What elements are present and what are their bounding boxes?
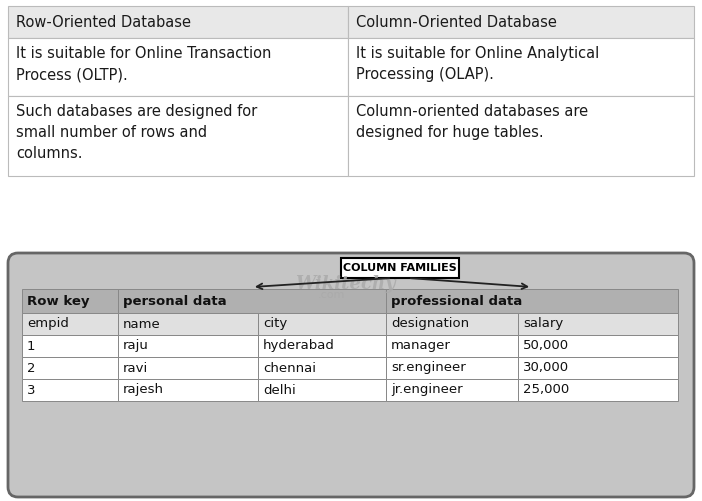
- Bar: [22, 335, 118, 357]
- Text: jr.engineer: jr.engineer: [391, 383, 463, 396]
- Text: manager: manager: [391, 340, 451, 353]
- Text: Column-oriented databases are
designed for huge tables.: Column-oriented databases are designed f…: [356, 104, 588, 140]
- Text: chennai: chennai: [263, 362, 316, 375]
- Text: 1: 1: [27, 340, 36, 353]
- Bar: [518, 379, 678, 401]
- Bar: [118, 335, 258, 357]
- Bar: [8, 96, 348, 176]
- Bar: [386, 289, 678, 313]
- Bar: [258, 335, 386, 357]
- Text: professional data: professional data: [391, 295, 522, 308]
- Bar: [22, 289, 118, 313]
- Bar: [118, 357, 258, 379]
- Text: city: city: [263, 318, 287, 331]
- Text: Such databases are designed for
small number of rows and
columns.: Such databases are designed for small nu…: [16, 104, 257, 161]
- Bar: [386, 313, 518, 335]
- Bar: [258, 379, 386, 401]
- Bar: [386, 335, 518, 357]
- Bar: [518, 335, 678, 357]
- Text: designation: designation: [391, 318, 469, 331]
- Text: delhi: delhi: [263, 383, 296, 396]
- Bar: [348, 6, 694, 38]
- Bar: [258, 313, 386, 335]
- Bar: [341, 258, 459, 278]
- Bar: [386, 379, 518, 401]
- Text: name: name: [123, 318, 161, 331]
- Bar: [518, 357, 678, 379]
- Bar: [348, 96, 694, 176]
- Text: .com: .com: [318, 290, 345, 300]
- Text: It is suitable for Online Analytical
Processing (OLAP).: It is suitable for Online Analytical Pro…: [356, 46, 600, 82]
- Text: 3: 3: [27, 383, 36, 396]
- Text: Row key: Row key: [27, 295, 89, 308]
- Text: sr.engineer: sr.engineer: [391, 362, 465, 375]
- Text: Wikitechy: Wikitechy: [295, 275, 396, 293]
- Text: Column-Oriented Database: Column-Oriented Database: [356, 15, 557, 30]
- Text: empid: empid: [27, 318, 69, 331]
- Bar: [8, 6, 348, 38]
- Bar: [258, 357, 386, 379]
- Bar: [348, 38, 694, 96]
- Bar: [22, 379, 118, 401]
- Text: raju: raju: [123, 340, 149, 353]
- FancyBboxPatch shape: [8, 253, 694, 497]
- Bar: [518, 313, 678, 335]
- Text: salary: salary: [523, 318, 563, 331]
- Text: personal data: personal data: [123, 295, 227, 308]
- Bar: [118, 313, 258, 335]
- Text: 2: 2: [27, 362, 36, 375]
- Text: rajesh: rajesh: [123, 383, 164, 396]
- Text: 25,000: 25,000: [523, 383, 569, 396]
- Bar: [22, 357, 118, 379]
- Bar: [8, 38, 348, 96]
- Bar: [386, 357, 518, 379]
- Text: It is suitable for Online Transaction
Process (OLTP).: It is suitable for Online Transaction Pr…: [16, 46, 272, 82]
- Text: ravi: ravi: [123, 362, 148, 375]
- Bar: [118, 289, 386, 313]
- Text: Row-Oriented Database: Row-Oriented Database: [16, 15, 191, 30]
- Text: 30,000: 30,000: [523, 362, 569, 375]
- Text: hyderabad: hyderabad: [263, 340, 335, 353]
- Bar: [22, 313, 118, 335]
- Bar: [118, 379, 258, 401]
- Text: 50,000: 50,000: [523, 340, 569, 353]
- Text: COLUMN FAMILIES: COLUMN FAMILIES: [343, 263, 457, 273]
